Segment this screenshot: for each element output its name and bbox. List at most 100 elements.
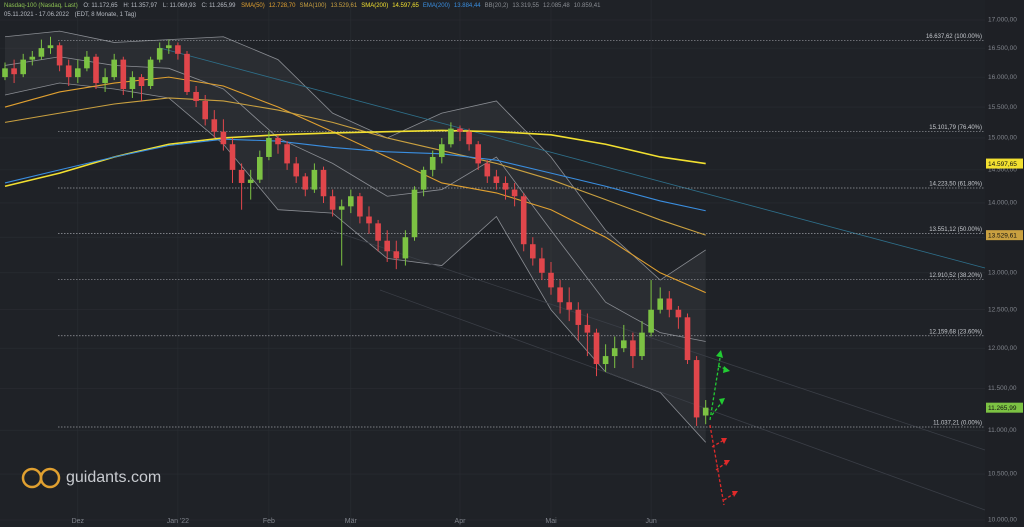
logo: guidants.com [21,467,161,489]
y-tick-label: 10.000,00 [988,517,1017,524]
candle-body [493,176,500,183]
candle-body [557,287,563,303]
candle-body [56,45,63,66]
price-badge-label: 14.597,65 [988,161,1017,168]
candle-body [220,131,227,145]
candle-body [675,309,682,318]
candle-body [366,216,372,224]
legend-name: SMA(200) [361,3,389,9]
y-tick-label: 16.000,00 [988,74,1017,81]
candle-body [666,298,673,310]
indicator-line [4,138,706,212]
candle-body [175,45,181,54]
candle-body [602,356,609,365]
candle-body [193,91,199,101]
x-tick-label: Apr [455,518,467,525]
candle-body [338,206,345,210]
candle-body [229,144,236,170]
plot-background [0,0,985,527]
candle-body [411,189,418,238]
candle-body [20,59,26,75]
candle-body [138,77,145,87]
candle-body [457,128,463,132]
ohlc-value: O: 11.172,65 [83,3,118,9]
date-range: 05.11.2021 - 17.06.2022 [4,12,69,18]
candle-body [166,45,172,49]
candle-body [684,317,691,361]
price-badge [986,402,1023,413]
candle-body [611,348,618,357]
legend-value: 10.859,41 [573,3,601,9]
ohlc-value: H: 11.357,97 [123,3,158,9]
band-line [4,30,706,281]
y-tick-label: 16.500,00 [988,45,1017,52]
candle-body [38,48,45,57]
x-tick-label: Dez [72,518,85,525]
x-tick-label: Mär [345,518,358,525]
candle-body [466,131,472,145]
candle-body [65,65,72,78]
candle-body [129,77,136,89]
candle-body [648,309,654,333]
legend-value: 14.597,65 [392,3,419,9]
candle-body [93,56,99,84]
header-line: 05.11.2021 - 17.06.2022 (EDT, 8 Monate, … [4,11,608,20]
logo-text: guidants.com [66,469,161,486]
candle-body [575,309,582,325]
candle-body [147,59,154,87]
candle-body [320,169,327,197]
trend-line [329,229,986,451]
candle-body [11,68,17,75]
candle-body [238,169,245,183]
legend-value: 12.085,48 [543,3,570,9]
symbol: Nasdaq-100 (Nasdaq, Last) [4,3,78,9]
candle-body [429,156,436,170]
y-tick-label: 12.000,00 [988,345,1017,352]
x-tick-label: Jun [645,518,656,525]
x-tick-label: Feb [263,518,275,525]
candle-body [211,119,218,132]
legend-value: 12.728,70 [268,3,296,9]
candle-body [702,407,709,416]
candle-body [275,137,281,145]
candle-body [593,332,600,365]
candle-body [693,360,700,418]
ohlc-value: L: 11.069,93 [162,3,196,9]
price-badge [986,230,1023,241]
price-badge-label: 13.529,61 [988,232,1017,239]
y-tick-label: 11.500,00 [988,385,1017,392]
projection-arrows [709,350,738,506]
candle-body [566,302,572,310]
y-tick-label: 15.000,00 [988,135,1017,142]
legend-value: 13.884,44 [453,3,481,9]
y-tick-label: 11.000,00 [988,427,1017,434]
y-tick-label: 13.000,00 [988,269,1017,276]
candle-body [75,68,81,78]
legend-name: SMA(50) [241,3,265,9]
candle-body [329,196,336,210]
candle-body [348,196,354,207]
candle-body [284,144,290,164]
candle-body [520,196,527,245]
candle-body [29,56,36,60]
candle-body [630,340,636,357]
fib-label: 15.101,79 (76.40%) [929,125,982,131]
trend-line [379,289,986,511]
candle-body [639,332,645,357]
fib-label: 12.159,68 (23.60%) [929,329,982,335]
candle-body [539,258,545,273]
fib-label: 14.223,50 (61.80%) [929,182,982,188]
candle-body [530,244,536,259]
candle-body [621,340,627,349]
candle-body [357,196,363,217]
candle-body [184,53,190,92]
candle-body [484,163,491,177]
candle-body [548,272,554,288]
legend-name: EMA(200) [422,3,450,9]
candle-body [202,100,208,120]
price-badge [986,158,1023,169]
candle-body [311,169,318,190]
candle-body [402,237,409,259]
candle-body [475,144,481,164]
